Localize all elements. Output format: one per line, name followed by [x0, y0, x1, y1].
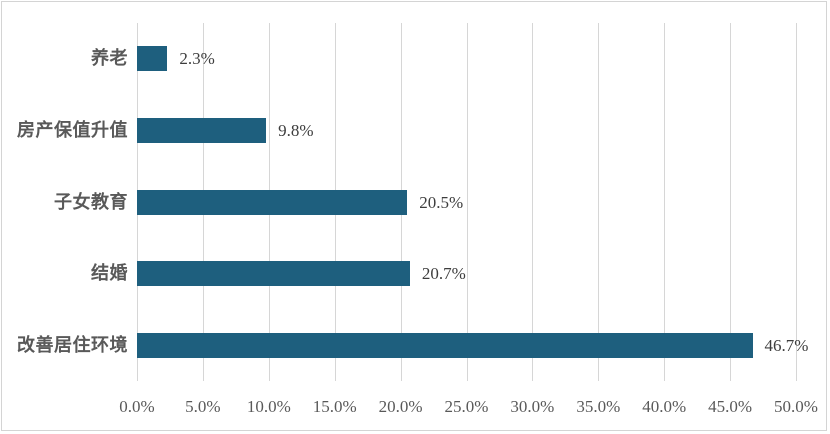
- bar: [137, 332, 753, 358]
- bar-value-label: 2.3%: [179, 49, 215, 69]
- bar-value-label: 20.7%: [421, 264, 466, 284]
- gridline: [796, 23, 797, 381]
- x-tick-label: 0.0%: [119, 397, 155, 416]
- x-tick-label: 25.0%: [444, 397, 489, 416]
- x-tick-label: 15.0%: [312, 397, 357, 416]
- bar-value-label: 20.5%: [419, 192, 464, 212]
- x-tick-label: 30.0%: [510, 397, 555, 416]
- bar: [137, 117, 267, 143]
- bar: [137, 261, 410, 287]
- category-label: 改善居住环境: [17, 334, 128, 355]
- x-tick-label: 40.0%: [642, 397, 687, 416]
- bar: [137, 189, 408, 215]
- plot-area: [137, 23, 797, 381]
- x-tick-label: 20.0%: [378, 397, 423, 416]
- x-tick-label: 35.0%: [576, 397, 621, 416]
- gridline: [730, 23, 732, 381]
- x-tick-label: 10.0%: [246, 397, 291, 416]
- bar-value-label: 46.7%: [764, 335, 809, 355]
- gridline: [664, 23, 666, 381]
- category-label: 房产保值升值: [17, 119, 128, 140]
- bar: [137, 46, 168, 72]
- gridline: [532, 23, 534, 381]
- x-tick-label: 45.0%: [708, 397, 753, 416]
- gridline: [598, 23, 600, 381]
- x-tick-label: 50.0%: [774, 397, 818, 416]
- category-label: 结婚: [91, 263, 128, 284]
- category-label: 养老: [91, 48, 128, 69]
- gridline: [466, 23, 468, 381]
- x-tick-label: 5.0%: [185, 397, 221, 416]
- bar-value-label: 9.8%: [278, 120, 314, 140]
- category-label: 子女教育: [54, 191, 128, 212]
